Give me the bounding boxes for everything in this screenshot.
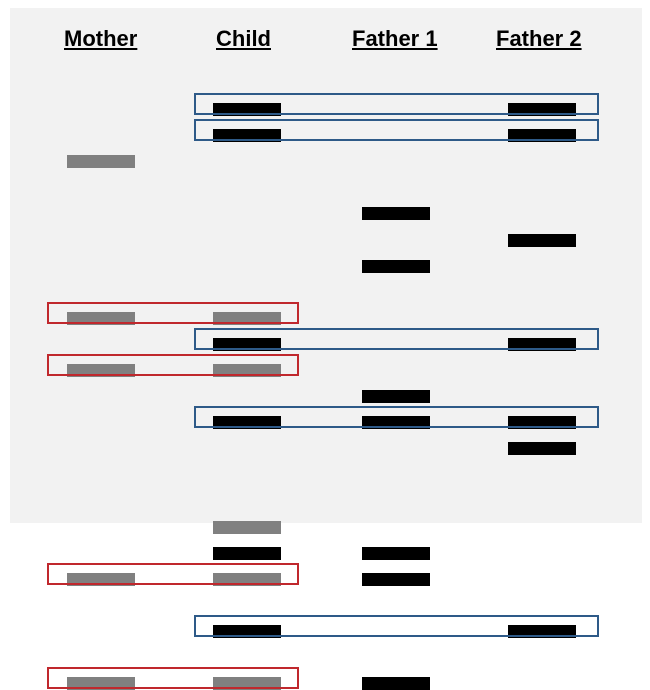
father1-band (362, 416, 430, 429)
maternal-match-box (47, 302, 299, 324)
mother-band (67, 155, 135, 168)
paternal-match-box (194, 615, 599, 637)
mother-band (67, 312, 135, 325)
child-maternal-band (213, 364, 281, 377)
child-maternal-band (213, 312, 281, 325)
father2-band (508, 129, 576, 142)
child-paternal-band (213, 416, 281, 429)
paternal-match-box (194, 93, 599, 115)
maternal-match-box (47, 354, 299, 376)
child-header: Child (216, 26, 271, 51)
father1-band (362, 207, 430, 220)
mother-band (67, 364, 135, 377)
father1-band (362, 260, 430, 273)
father1-band (362, 390, 430, 403)
paternal-match-box (194, 328, 599, 350)
father2-band (508, 416, 576, 429)
mother-header: Mother (64, 26, 138, 51)
father1-band (362, 547, 430, 560)
maternal-match-box (47, 667, 299, 689)
father2-band (508, 234, 576, 247)
child-paternal-band (213, 103, 281, 116)
father1-band (362, 573, 430, 586)
father2-band (508, 442, 576, 455)
father2-header: Father 2 (496, 26, 582, 51)
father1-band (362, 677, 430, 690)
paternal-match-box (194, 119, 599, 141)
maternal-match-box (47, 563, 299, 585)
paternal-match-box (194, 406, 599, 428)
child-paternal-band (213, 547, 281, 560)
father2-band (508, 103, 576, 116)
father1-header: Father 1 (352, 26, 438, 51)
father2-band (508, 338, 576, 351)
child-paternal-band (213, 338, 281, 351)
child-paternal-band (213, 129, 281, 142)
